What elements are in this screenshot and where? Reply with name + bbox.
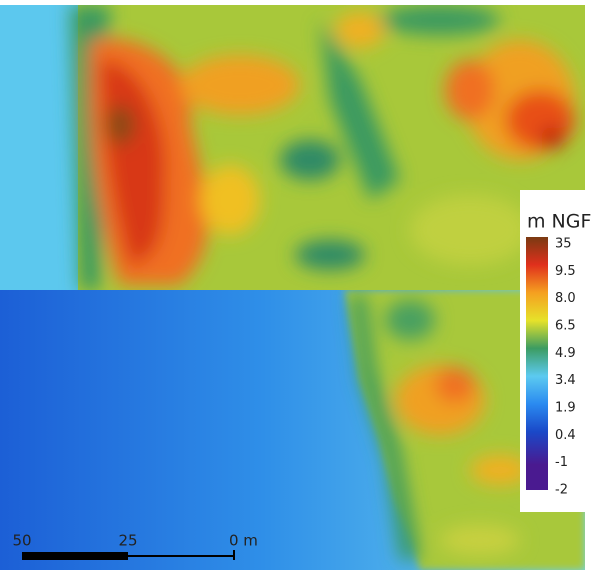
legend-label: 35 (555, 237, 572, 252)
color-ramp (526, 237, 548, 490)
scale-label: 0 m (229, 532, 258, 550)
legend-label: 9.5 (555, 264, 576, 279)
scale-bar: 50 25 0 m (12, 532, 258, 560)
legend-label: 4.9 (555, 346, 576, 361)
legend-label: -1 (555, 455, 568, 470)
legend-label: -2 (555, 483, 568, 498)
scale-segment (22, 552, 128, 560)
scale-tick (233, 550, 235, 560)
scale-segment (128, 555, 235, 557)
scale-label: 25 (118, 532, 137, 550)
legend-label: 0.4 (555, 428, 576, 443)
legend: m NGF 35 9.5 8.0 6.5 4.9 3.4 1.9 0.4 -1 -2 (520, 190, 591, 512)
elevation-raster-bottom (0, 290, 585, 570)
legend-labels: 35 9.5 8.0 6.5 4.9 3.4 1.9 0.4 -1 -2 (555, 237, 576, 498)
legend-label: 3.4 (555, 373, 576, 388)
legend-title: m NGF (527, 211, 591, 233)
scale-label: 50 (12, 532, 31, 550)
legend-label: 6.5 (555, 319, 576, 334)
elevation-raster-top (0, 5, 585, 290)
legend-label: 1.9 (555, 401, 576, 416)
legend-label: 8.0 (555, 291, 576, 306)
